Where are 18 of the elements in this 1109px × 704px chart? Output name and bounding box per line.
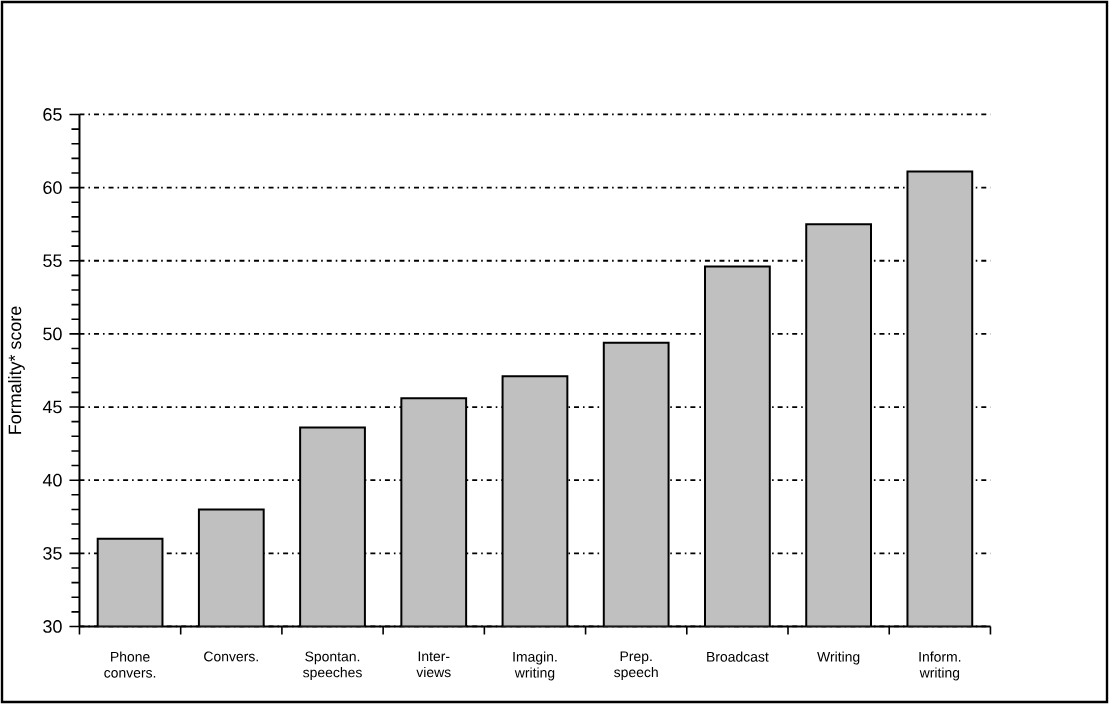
x-tick-label: Spontan. speeches (303, 651, 362, 681)
x-tick-label: Prep. speech (614, 651, 658, 680)
y-tick-label: 65 (43, 108, 62, 121)
x-tick-label: Writing (817, 651, 860, 665)
x-tick-label: Imagin. writing (513, 651, 557, 681)
y-tick-label: 50 (43, 327, 62, 341)
y-axis-title: Formality* score (8, 306, 25, 434)
y-tick-label: 40 (42, 473, 62, 487)
y-tick-label: 30 (43, 620, 62, 633)
y-tick-label: 55 (43, 254, 62, 268)
x-tick-label: Inter- views (416, 651, 451, 678)
x-tick-label: Convers. (204, 651, 258, 662)
y-tick-label: 35 (43, 546, 62, 560)
y-tick-label: 60 (43, 181, 62, 194)
y-tick-label: 45 (42, 400, 62, 414)
x-tick-label: Broadcast (707, 651, 769, 662)
x-tick-label: Inform. writing (919, 651, 961, 681)
x-tick-label: Phone convers. (104, 651, 156, 678)
